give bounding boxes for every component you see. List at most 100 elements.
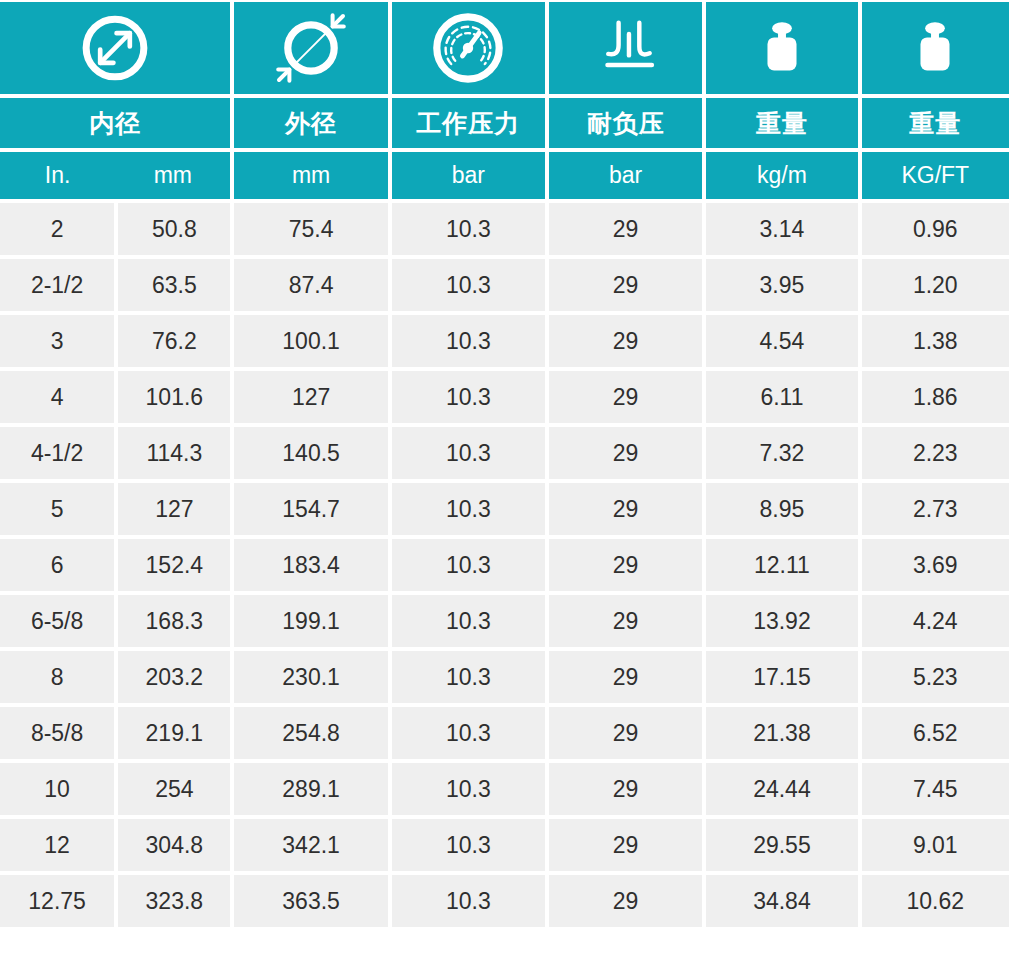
unit-cell-weight-metric: kg/m (706, 152, 857, 199)
table-cell: 12.11 (706, 539, 857, 591)
hose-spec-table: 内径 外径 工作压力 耐负压 重量 重量 In. mm mm bar bar k… (0, 0, 1009, 927)
table-cell: 10.62 (862, 875, 1009, 927)
spec-sheet-page: 内径 外径 工作压力 耐负压 重量 重量 In. mm mm bar bar k… (0, 0, 1009, 977)
table-cell: 3.69 (862, 539, 1009, 591)
unit-label-in: In. (0, 162, 115, 189)
table-cell: 10.3 (392, 763, 545, 815)
table-cell: 183.4 (234, 539, 387, 591)
col-label-inner-diameter: 内径 (0, 98, 230, 148)
table-cell: 8-5/8 (0, 707, 114, 759)
table-cell: 29 (549, 203, 702, 255)
table-cell: 9.01 (862, 819, 1009, 871)
table-cell: 87.4 (234, 259, 387, 311)
table-cell: 199.1 (234, 595, 387, 647)
table-cell: 289.1 (234, 763, 387, 815)
table-cell: 4.54 (706, 315, 857, 367)
unit-cell-weight-imperial: KG/FT (862, 152, 1009, 199)
unit-cell-inner-diameter: In. mm (0, 152, 230, 199)
col-label-vacuum: 耐负压 (549, 98, 702, 148)
table-cell: 76.2 (118, 315, 230, 367)
table-cell: 7.45 (862, 763, 1009, 815)
weight-icon (749, 15, 815, 81)
table-cell: 219.1 (118, 707, 230, 759)
table-cell: 342.1 (234, 819, 387, 871)
table-cell: 230.1 (234, 651, 387, 703)
table-cell: 10.3 (392, 651, 545, 703)
table-cell: 3.14 (706, 203, 857, 255)
table-cell: 29 (549, 483, 702, 535)
table-cell: 254 (118, 763, 230, 815)
unit-cell-outer-diameter: mm (234, 152, 387, 199)
table-cell: 140.5 (234, 427, 387, 479)
table-cell: 29 (549, 819, 702, 871)
table-cell: 6.11 (706, 371, 857, 423)
table-cell: 29 (549, 875, 702, 927)
pressure-gauge-icon (428, 8, 508, 88)
table-cell: 5.23 (862, 651, 1009, 703)
inner-diameter-icon (76, 9, 154, 87)
table-cell: 24.44 (706, 763, 857, 815)
table-cell: 2.23 (862, 427, 1009, 479)
table-cell: 29.55 (706, 819, 857, 871)
outer-diameter-icon (271, 8, 351, 88)
table-cell: 10.3 (392, 371, 545, 423)
table-cell: 10.3 (392, 427, 545, 479)
table-cell: 127 (234, 371, 387, 423)
table-cell: 75.4 (234, 203, 387, 255)
table-cell: 127 (118, 483, 230, 535)
table-cell: 29 (549, 259, 702, 311)
table-cell: 10.3 (392, 539, 545, 591)
table-cell: 100.1 (234, 315, 387, 367)
table-cell: 0.96 (862, 203, 1009, 255)
outer-diameter-header-cell (234, 2, 387, 94)
working-pressure-header-cell (392, 2, 545, 94)
table-cell: 29 (549, 595, 702, 647)
table-cell: 4-1/2 (0, 427, 114, 479)
table-cell: 154.7 (234, 483, 387, 535)
table-cell: 29 (549, 539, 702, 591)
table-cell: 254.8 (234, 707, 387, 759)
table-cell: 10 (0, 763, 114, 815)
weight-imperial-header-cell (862, 2, 1009, 94)
table-cell: 29 (549, 707, 702, 759)
unit-cell-working-pressure: bar (392, 152, 545, 199)
table-cell: 12 (0, 819, 114, 871)
table-cell: 50.8 (118, 203, 230, 255)
table-cell: 8 (0, 651, 114, 703)
table-cell: 21.38 (706, 707, 857, 759)
unit-cell-vacuum: bar (549, 152, 702, 199)
col-label-weight-imperial: 重量 (862, 98, 1009, 148)
table-cell: 29 (549, 315, 702, 367)
table-cell: 10.3 (392, 315, 545, 367)
table-cell: 4 (0, 371, 114, 423)
table-cell: 10.3 (392, 819, 545, 871)
weight-icon (902, 15, 968, 81)
table-cell: 2.73 (862, 483, 1009, 535)
table-cell: 10.3 (392, 875, 545, 927)
unit-label-mm: mm (115, 162, 230, 189)
table-cell: 2-1/2 (0, 259, 114, 311)
table-cell: 29 (549, 763, 702, 815)
table-cell: 34.84 (706, 875, 857, 927)
table-cell: 203.2 (118, 651, 230, 703)
vacuum-icon (589, 11, 663, 85)
table-cell: 1.38 (862, 315, 1009, 367)
table-cell: 114.3 (118, 427, 230, 479)
table-cell: 17.15 (706, 651, 857, 703)
table-cell: 10.3 (392, 595, 545, 647)
vacuum-header-cell (549, 2, 702, 94)
table-cell: 5 (0, 483, 114, 535)
table-cell: 3 (0, 315, 114, 367)
table-cell: 13.92 (706, 595, 857, 647)
weight-metric-header-cell (706, 2, 857, 94)
table-cell: 6.52 (862, 707, 1009, 759)
table-cell: 6 (0, 539, 114, 591)
col-label-weight-metric: 重量 (706, 98, 857, 148)
table-cell: 10.3 (392, 483, 545, 535)
table-cell: 152.4 (118, 539, 230, 591)
col-label-working-pressure: 工作压力 (392, 98, 545, 148)
table-cell: 10.3 (392, 259, 545, 311)
table-cell: 12.75 (0, 875, 114, 927)
table-cell: 323.8 (118, 875, 230, 927)
table-cell: 10.3 (392, 707, 545, 759)
